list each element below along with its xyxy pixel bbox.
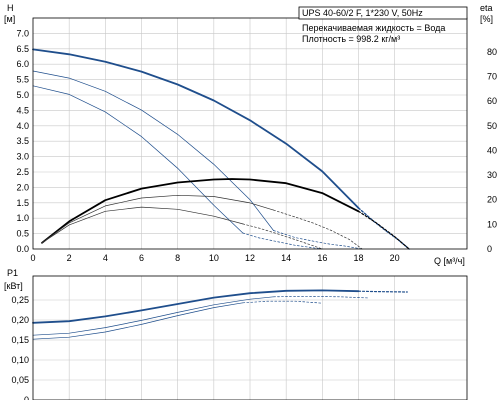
- y-tick-label: 0: [24, 395, 29, 400]
- y-tick-label: 6.5: [16, 44, 29, 54]
- x-tick-label: 6: [139, 253, 144, 263]
- efficiency-curve: [41, 206, 244, 244]
- x-tick-label: 18: [353, 253, 363, 263]
- y-tick-label: 0.5: [16, 229, 29, 239]
- power-curve-extension: [357, 290, 408, 293]
- y2-tick-label: 0: [487, 244, 492, 254]
- efficiency-curve-extension: [273, 209, 363, 250]
- head-curve-extension: [273, 230, 363, 250]
- power-grid: [33, 276, 467, 400]
- info-density: Плотность = 998.2 кг/м³: [302, 34, 400, 44]
- x-tick-label: 2: [67, 253, 72, 263]
- y2-tick-label: 60: [487, 96, 497, 106]
- head-curves: [32, 48, 410, 250]
- head-plot-frame: [32, 17, 468, 250]
- y-tick-label: 1.0: [16, 213, 29, 223]
- y-tick-label: 3.0: [16, 152, 29, 162]
- y-tick-label: 4.0: [16, 121, 29, 131]
- y2-tick-label: 70: [487, 72, 497, 82]
- y-tick-label: 7.0: [16, 28, 29, 38]
- power-curve: [32, 289, 360, 324]
- y-tick-label: 0,05: [11, 375, 29, 385]
- x-tick-label: 20: [390, 253, 400, 263]
- y2-tick-label: 40: [487, 145, 497, 155]
- y2-tick-label: 80: [487, 47, 497, 57]
- head-curve: [32, 70, 274, 231]
- head-ylabel-symbol: H: [7, 3, 14, 13]
- info-box: [298, 6, 468, 20]
- power-ylabel-symbol: P1: [7, 268, 18, 278]
- efficiency-curve: [41, 178, 360, 244]
- head-curve: [32, 48, 360, 209]
- power-curves: [32, 289, 408, 340]
- power-curve: [32, 296, 274, 336]
- y-tick-label: 1.5: [16, 198, 29, 208]
- x-tick-label: 16: [317, 253, 327, 263]
- y-tick-label: 0,20: [11, 315, 29, 325]
- y-tick-label: 4.5: [16, 105, 29, 115]
- y-tick-label: 3.5: [16, 136, 29, 146]
- y-tick-label: 0,10: [11, 355, 29, 365]
- power-plot-frame: [32, 275, 468, 400]
- power-ylabel-unit: [кВт]: [4, 281, 23, 291]
- flow-xlabel: Q [м³/ч]: [434, 256, 465, 266]
- chart-title: UPS 40-60/2 F, 1*230 V, 50Hz: [302, 8, 423, 18]
- x-tick-label: 8: [175, 253, 180, 263]
- head-chart: 0 2 4 6 8 10 12 14 16 18 20 0.0 0.5 1.0 1.5 2.0 2.5 3.0 3.…: [4, 3, 497, 266]
- y-tick-label: 6.0: [16, 59, 29, 69]
- y2-tick-label: 50: [487, 121, 497, 131]
- efficiency-curve-extension: [242, 223, 323, 250]
- y-tick-label: 5.0: [16, 90, 29, 100]
- y-tick-label: 2.0: [16, 182, 29, 192]
- head-ylabel-unit: [м]: [4, 14, 15, 24]
- head-curve: [32, 85, 244, 234]
- y-tick-label: 0,25: [11, 295, 29, 305]
- power-tick-labels: 0 0,05 0,10 0,15 0,20 0,25: [11, 295, 29, 400]
- y2-tick-label: 10: [487, 219, 497, 229]
- x-tick-label: 4: [103, 253, 108, 263]
- power-curve: [32, 302, 244, 340]
- head-curve-extension: [242, 232, 323, 250]
- y-tick-label: 0,15: [11, 335, 29, 345]
- power-curve-extension: [242, 300, 323, 304]
- y2-tick-label: 20: [487, 195, 497, 205]
- info-fluid: Перекачиваемая жидкость = Вода: [302, 23, 445, 33]
- power-chart: 0 0,05 0,10 0,15 0,20 0,25 P1 [кВт]: [4, 268, 468, 400]
- x-tick-label: 10: [209, 253, 219, 263]
- x-tick-label: 0: [30, 253, 35, 263]
- y-tick-label: 2.5: [16, 167, 29, 177]
- y-tick-label: 0.0: [16, 244, 29, 254]
- head-tick-labels: 0 2 4 6 8 10 12 14 16 18 20 0.0 0.5 1.0 1.5 2.0 2.5 3.0 3.…: [16, 28, 497, 263]
- eta-ylabel-unit: [%]: [480, 14, 493, 24]
- x-tick-label: 14: [281, 253, 291, 263]
- efficiency-curve-extension: [357, 210, 410, 250]
- y2-tick-label: 30: [487, 170, 497, 180]
- power-curve-extension: [273, 296, 370, 299]
- x-tick-label: 12: [245, 253, 255, 263]
- y-tick-label: 5.5: [16, 75, 29, 85]
- efficiency-curve: [41, 194, 274, 244]
- eta-ylabel-symbol: eta: [480, 3, 493, 13]
